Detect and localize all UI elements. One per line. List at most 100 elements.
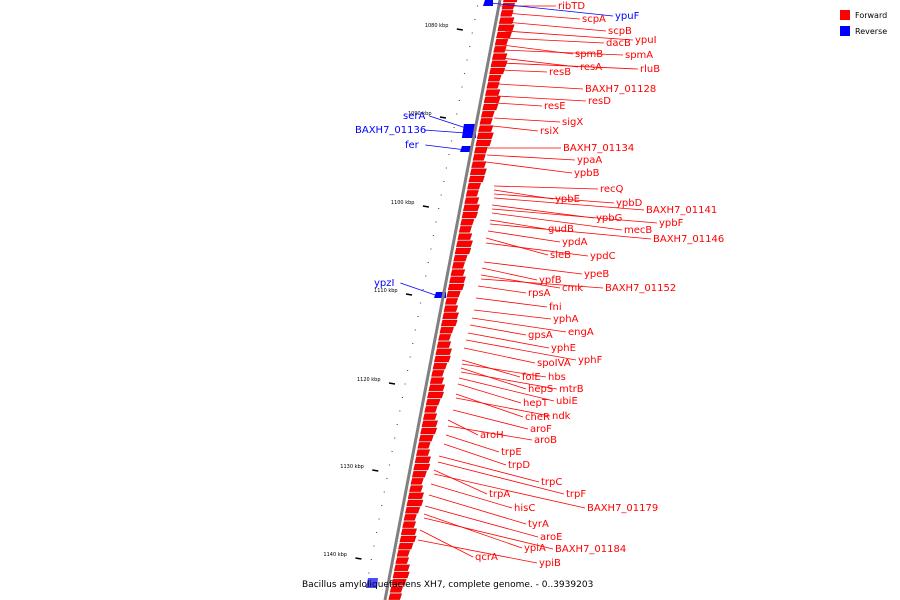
forward-gene-glyph <box>395 557 410 564</box>
gene-leader-line <box>489 223 652 240</box>
forward-gene-glyph <box>432 363 448 370</box>
forward-gene-glyph <box>425 399 441 406</box>
gene-leader-line <box>504 12 581 20</box>
forward-gene-glyph <box>478 125 494 132</box>
gene-leader-line <box>485 237 549 256</box>
forward-gene-glyph <box>461 211 479 219</box>
major-tick <box>355 557 362 560</box>
forward-gene-glyph <box>388 593 403 600</box>
gene-label: aroB <box>534 435 557 446</box>
gene-leader-line <box>502 37 605 44</box>
forward-gene-glyph <box>469 168 487 176</box>
forward-gene-glyph <box>439 327 454 334</box>
forward-gene-glyph <box>422 413 438 420</box>
forward-gene-glyph <box>497 24 515 31</box>
gene-label: ypaA <box>577 155 602 166</box>
forward-gene-glyph <box>474 146 488 154</box>
forward-gene-glyph <box>414 456 431 463</box>
forward-gene-glyph <box>399 535 417 543</box>
gene-leader-line <box>491 212 623 231</box>
gene-leader-line <box>400 282 439 297</box>
gene-leader-line <box>495 102 543 107</box>
gene-leader-line <box>493 185 599 190</box>
forward-gene-glyph <box>429 377 445 384</box>
tick-label: 1080 kbp <box>425 23 449 29</box>
gene-label: scpA <box>582 14 606 25</box>
gene-label: rpsA <box>528 288 551 299</box>
gene-label: trpE <box>501 447 522 458</box>
gene-label: ypuI <box>635 35 657 46</box>
major-tick <box>405 293 413 296</box>
gene-label: BAXH7_01179 <box>587 503 658 514</box>
gene-label: rsiX <box>540 126 559 137</box>
genome-axis <box>383 0 502 600</box>
gene-leader-line <box>500 62 639 70</box>
gene-leader-line <box>455 397 551 417</box>
forward-gene-glyph <box>424 406 438 413</box>
forward-gene-glyph <box>456 240 473 248</box>
gene-label: folE <box>522 372 541 383</box>
gene-leader-line <box>477 285 527 294</box>
gene-label: yphF <box>578 355 603 366</box>
forward-gene-glyph <box>494 39 509 46</box>
forward-gene-glyph <box>434 355 451 363</box>
gene-label: ypfB <box>539 275 562 286</box>
gene-leader-line <box>467 332 550 349</box>
forward-gene-glyph <box>396 550 410 557</box>
tick-label: 1130 kbp <box>340 464 364 470</box>
forward-gene-glyph <box>400 528 417 535</box>
reverse-gene-glyph <box>483 0 493 6</box>
gene-label: tyrA <box>528 519 549 530</box>
forward-gene-glyph <box>476 132 494 140</box>
major-tick <box>439 116 447 119</box>
legend-label-forward: Forward <box>855 11 887 20</box>
gene-leader-line <box>424 129 467 134</box>
gene-label: spoIVA <box>537 358 571 369</box>
gene-leader-line <box>458 377 555 402</box>
forward-gene-glyph <box>454 247 472 255</box>
gene-leader-line <box>445 434 500 453</box>
gene-label: BAXH7_01128 <box>585 84 656 95</box>
gene-leader-line <box>455 393 524 418</box>
gene-label: ribTD <box>558 1 585 12</box>
gene-leader-line <box>423 517 554 550</box>
gene-leader-line <box>457 383 522 404</box>
gene-label: ypeB <box>584 269 609 280</box>
gene-label: resA <box>580 62 602 73</box>
gene-leader-line <box>437 461 565 495</box>
gene-label: recQ <box>600 184 624 195</box>
forward-gene-glyph <box>431 370 445 377</box>
forward-gene-glyph <box>407 492 424 499</box>
gene-label: fer <box>405 140 420 151</box>
gene-label: spmA <box>625 50 653 61</box>
gene-leader-line <box>419 529 474 558</box>
forward-gene-glyph <box>487 74 502 82</box>
forward-gene-glyph <box>471 161 487 168</box>
gene-leader-line <box>493 197 645 211</box>
forward-gene-glyph <box>435 348 452 355</box>
tick-label: 1120 kbp <box>357 377 381 383</box>
gene-label: trpD <box>508 460 530 471</box>
forward-gene-glyph <box>472 154 486 161</box>
gene-label: ypdA <box>562 237 588 248</box>
forward-gene-glyph <box>482 103 499 111</box>
forward-gene-glyph <box>402 521 417 528</box>
gene-leader-line <box>425 144 467 151</box>
gene-label: BAXH7_01146 <box>653 234 724 245</box>
gene-leader-line <box>504 30 634 41</box>
gene-label: ypiB <box>539 558 561 569</box>
major-tick <box>422 205 430 208</box>
gene-label: ypbD <box>616 198 643 209</box>
gene-leader-line <box>475 297 548 308</box>
gene-label: resD <box>588 96 611 107</box>
forward-gene-glyph <box>450 269 466 276</box>
forward-gene-glyph <box>458 226 472 233</box>
forward-gene-glyph <box>403 514 417 521</box>
gene-label: aroE <box>540 532 562 543</box>
gene-label: cheR <box>525 412 550 423</box>
reverse-gene-glyph <box>460 146 472 152</box>
forward-gene-glyph <box>392 571 410 579</box>
gene-leader-line <box>471 317 567 333</box>
gene-label: mtrB <box>559 384 584 395</box>
forward-gene-glyph <box>398 543 414 550</box>
